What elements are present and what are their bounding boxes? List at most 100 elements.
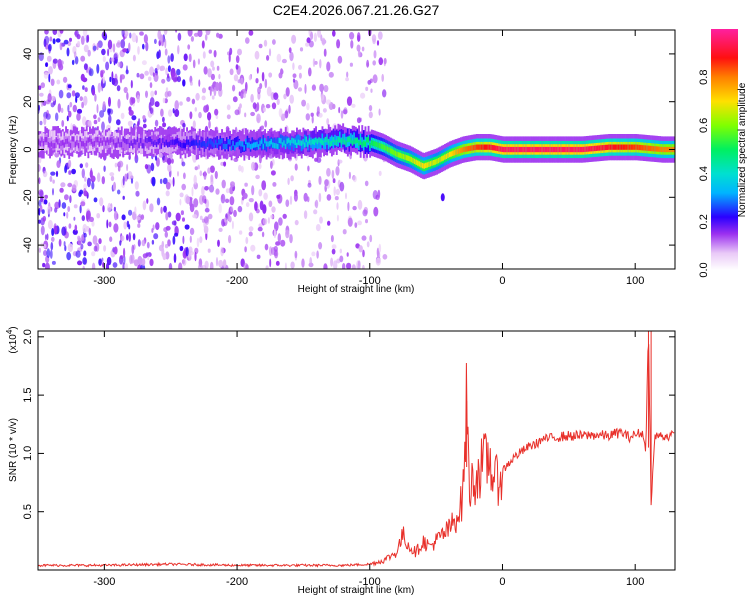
spectrogram-noise-blob <box>130 80 133 89</box>
spectrogram-noise-blob <box>79 163 84 169</box>
spectrogram-noise-blob <box>68 170 72 175</box>
spectrogram-noise-blob <box>40 195 44 203</box>
spectrogram-noise-blob <box>91 181 95 190</box>
spectrogram-noise-blob <box>83 183 88 190</box>
spectrogram-noise-blob <box>207 248 211 253</box>
spectrogram-ridge-cell <box>84 143 87 149</box>
spectrogram-noise-blob <box>168 109 173 117</box>
spectrogram-noise-blob <box>326 61 331 72</box>
spectrogram-ridge-cell <box>566 146 569 153</box>
spectrogram-ridge-cell <box>319 138 322 144</box>
spectrogram-noise-blob <box>134 206 137 214</box>
spectrogram-ridge-cell <box>530 146 532 153</box>
spectrogram-noise-blob <box>81 168 86 179</box>
spectrogram-noise-blob <box>52 38 56 45</box>
spectrogram-noise-blob <box>56 160 61 169</box>
spectrogram-ridge-cell <box>195 137 198 155</box>
spectrogram-ridge-cell <box>141 143 144 149</box>
spectrogram-ridge-cell <box>116 136 118 147</box>
spectrogram-noise-blob <box>91 89 96 96</box>
spectrogram-noise-blob <box>316 250 319 259</box>
spectrogram-noise-blob <box>167 211 172 218</box>
spectrogram-x-tick-label: -200 <box>226 275 248 287</box>
spectrogram-noise-blob <box>213 50 217 58</box>
spectrogram-ridge-cell <box>159 137 161 143</box>
spectrogram-ridge-cell <box>165 139 168 145</box>
spectrogram-noise-blob <box>276 98 280 106</box>
spectrogram-noise-blob <box>198 111 202 119</box>
spectrogram-noise-blob <box>80 201 86 207</box>
spectrogram-noise-blob <box>265 265 269 269</box>
spectrogram-noise-blob <box>288 47 292 53</box>
spectrogram-noise-blob <box>278 217 283 226</box>
spectrogram-noise-blob <box>81 234 85 242</box>
spectrogram-ridge-cell <box>541 146 544 153</box>
spectrogram-ridge-cell <box>485 144 488 150</box>
spectrogram-noise-blob <box>194 107 197 112</box>
spectrogram-noise-blob <box>284 262 287 269</box>
spectrogram-ridge-cell <box>147 139 150 150</box>
spectrogram-noise-blob <box>256 67 259 74</box>
spectrogram-ridge-cell <box>552 146 555 153</box>
spectrogram-noise-blob <box>165 225 171 231</box>
spectrogram-ridge-cell <box>640 144 642 151</box>
spectrogram-noise-blob <box>56 79 61 85</box>
spectrogram-noise-blob <box>148 101 152 112</box>
spectrogram-ridge-cell <box>167 134 169 146</box>
spectrogram-noise-blob <box>188 53 192 63</box>
spectrogram-noise-blob <box>150 90 155 98</box>
spectrogram-ridge-cell <box>251 143 254 149</box>
spectrogram-noise-blob <box>327 220 331 226</box>
spectrogram-noise-blob <box>310 31 314 40</box>
spectrogram-noise-blob <box>64 165 68 174</box>
spectrogram-noise-blob <box>284 110 289 119</box>
spectrogram-noise-blob <box>192 120 196 129</box>
spectrogram-ridge-cell <box>294 139 297 145</box>
spectrogram-ridge-cell <box>278 137 281 144</box>
spectrogram-noise-blob <box>93 245 98 252</box>
spectrogram-ridge-cell <box>211 141 214 147</box>
spectrogram-noise-blob <box>267 217 270 224</box>
spectrogram-noise-blob <box>39 92 44 97</box>
spectrogram-noise-blob <box>144 70 149 76</box>
spectrogram-noise-blob <box>263 192 268 200</box>
spectrogram-noise-blob <box>272 39 276 45</box>
spectrogram-noise-blob <box>154 38 157 45</box>
spectrogram-noise-blob <box>67 104 70 113</box>
spectrogram-ridge-cell <box>396 151 399 157</box>
spectrogram-noise-blob <box>258 43 263 49</box>
spectrogram-noise-blob <box>97 172 101 183</box>
spectrogram-ridge-cell <box>299 140 302 146</box>
spectrogram-noise-blob <box>315 224 321 232</box>
spectrogram-noise-blob <box>113 206 116 212</box>
spectrogram-ridge-cell <box>624 144 626 150</box>
spectrogram-noise-blob <box>123 247 126 258</box>
spectrogram-noise-blob <box>123 255 126 265</box>
spectrogram-ridge-cell <box>431 160 434 166</box>
spectrogram-noise-blob <box>54 201 60 210</box>
spectrogram-noise-blob <box>324 179 329 187</box>
spectrogram-noise-blob <box>48 43 52 52</box>
spectrogram-ridge-cell <box>397 152 400 158</box>
spectrogram-ridge-cell <box>388 147 391 153</box>
spectrogram-ridge-cell <box>611 144 614 150</box>
spectrogram-noise-blob <box>365 219 368 224</box>
spectrogram-ridge-cell <box>233 145 236 151</box>
spectrogram-ridge-cell <box>167 142 169 148</box>
spectrogram-noise-blob <box>61 202 67 209</box>
spectrogram-ridge-cell <box>520 146 523 153</box>
spectrogram-noise-blob <box>66 92 72 99</box>
spectrogram-ridge-cell <box>225 143 228 150</box>
spectrogram-ridge-cell <box>332 138 335 149</box>
spectrogram-noise-blob <box>112 78 119 87</box>
snr-x-tick-label: 0 <box>499 576 505 588</box>
spectrogram-ridge-cell <box>343 133 346 145</box>
spectrogram-noise-blob <box>154 119 159 127</box>
spectrogram-ridge-cell <box>589 146 591 152</box>
spectrogram-noise-blob <box>48 73 51 83</box>
spectrogram-noise-blob <box>213 86 217 97</box>
spectrogram-noise-blob <box>128 232 131 242</box>
spectrogram-ridge-cell <box>410 157 413 163</box>
spectrogram-noise-blob <box>82 116 87 126</box>
spectrogram-ridge-cell <box>382 144 384 150</box>
